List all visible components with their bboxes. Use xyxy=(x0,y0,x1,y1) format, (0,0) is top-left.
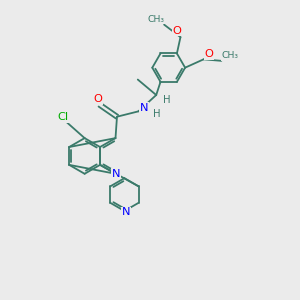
Text: O: O xyxy=(172,26,181,36)
Text: Cl: Cl xyxy=(58,112,69,122)
Text: O: O xyxy=(94,94,103,104)
Text: CH₃: CH₃ xyxy=(222,51,239,60)
Text: CH₃: CH₃ xyxy=(147,15,164,24)
Text: N: N xyxy=(140,103,148,113)
Text: O: O xyxy=(204,49,213,59)
Text: N: N xyxy=(122,208,130,218)
Text: N: N xyxy=(112,169,121,179)
Text: H: H xyxy=(153,109,160,119)
Text: H: H xyxy=(163,95,170,105)
